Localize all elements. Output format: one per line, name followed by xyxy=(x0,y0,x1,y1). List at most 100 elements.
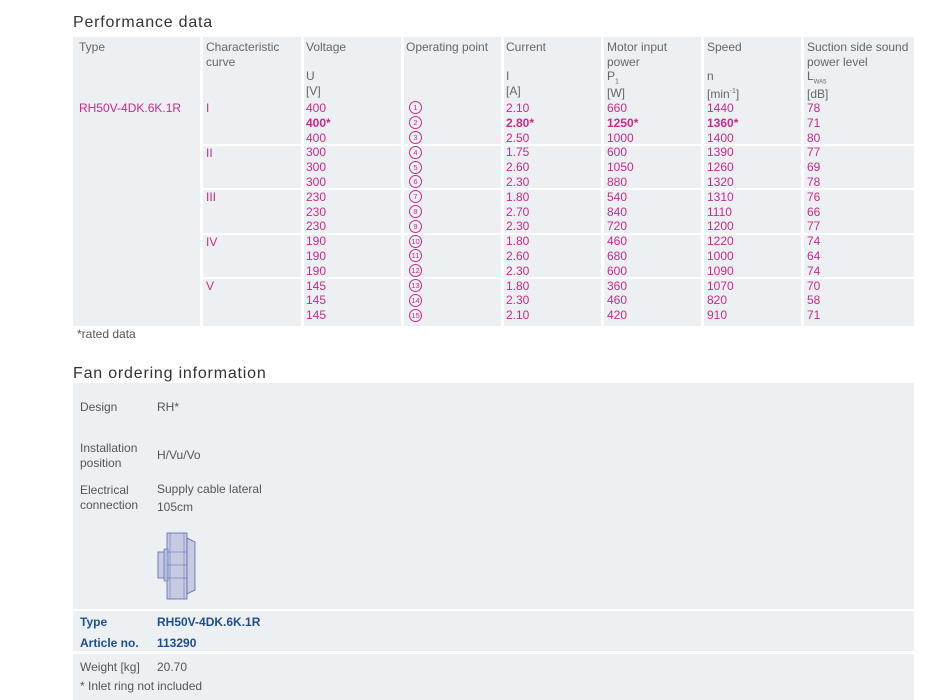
operating-point-cell: 9 xyxy=(409,219,422,234)
current-cell: 2.30 xyxy=(506,293,530,308)
design-label: Design xyxy=(80,400,118,414)
operating-point-cell: 13 xyxy=(409,278,422,294)
operating-point-circle: 11 xyxy=(409,249,422,263)
motor-power-cell: 720 xyxy=(607,219,628,234)
group-separator xyxy=(203,144,914,146)
motor-power-cell: 1250* xyxy=(607,115,639,130)
speed-cell: 1400 xyxy=(707,130,734,145)
operating-point-circle: 15 xyxy=(409,308,422,322)
design-value: RH* xyxy=(157,400,180,414)
column-separator xyxy=(401,37,404,326)
sound-cell: 77 xyxy=(807,219,821,234)
current-cell: 2.10 xyxy=(506,308,530,323)
electrical-value: Supply cable lateral 105cm xyxy=(157,482,262,514)
sound-cell: 71 xyxy=(807,308,821,323)
current-cell: 2.60 xyxy=(506,249,530,263)
sound-cell: 64 xyxy=(807,249,821,263)
sound-cell: 77 xyxy=(807,145,821,160)
sound-cell: 78 xyxy=(807,101,821,115)
speed-cell: 1220 xyxy=(707,234,734,249)
performance-table: Type Characteristic curve Voltage Operati… xyxy=(73,37,914,326)
speed-cell: 1360* xyxy=(707,115,739,130)
motor-power-cell: 420 xyxy=(607,308,628,323)
article-label: Article no. xyxy=(80,636,139,650)
curve-label: I xyxy=(206,101,210,115)
current-cell: 2.80* xyxy=(506,115,535,130)
operating-point-circle: 6 xyxy=(409,175,422,189)
current-cell: 2.50 xyxy=(506,130,530,145)
weight-value: 20.70 xyxy=(157,660,188,674)
voltage-cell: 190 xyxy=(306,249,327,263)
operating-point-cell: 14 xyxy=(409,293,422,308)
voltage-cell: 400* xyxy=(306,115,331,130)
motor-power-cell: 540 xyxy=(607,189,628,204)
motor-power-cell: 460 xyxy=(607,293,628,308)
unit-motor-power: P1 [W] xyxy=(607,69,625,101)
speed-cell: 1320 xyxy=(707,175,734,189)
operating-point-cell: 5 xyxy=(409,160,422,175)
current-cell: 1.80 xyxy=(506,189,530,204)
sound-cell: 71 xyxy=(807,115,821,130)
sound-cell: 70 xyxy=(807,278,821,293)
operating-point-cell: 2 xyxy=(409,116,422,131)
speed-cell: 820 xyxy=(707,293,728,308)
speed-cell: 1000 xyxy=(707,249,734,263)
ordering-info-panel: Design RH* Installation position H/Vu/Vo … xyxy=(73,383,914,700)
sound-cell: 66 xyxy=(807,204,821,219)
header-voltage: Voltage xyxy=(306,40,347,54)
sound-cell: 58 xyxy=(807,293,821,308)
group-separator xyxy=(203,277,914,279)
voltage-cell: 190 xyxy=(306,234,327,249)
operating-point-circle: 10 xyxy=(409,234,422,248)
operating-point-circle: 7 xyxy=(409,190,422,204)
header-type: Type xyxy=(79,40,106,54)
operating-point-circle: 9 xyxy=(409,219,422,233)
motor-power-cell: 680 xyxy=(607,249,628,263)
group-separator xyxy=(203,188,914,190)
current-cell: 2.70 xyxy=(506,204,530,219)
voltage-cell: 230 xyxy=(306,219,327,234)
sound-cell: 78 xyxy=(807,175,821,189)
curve-label: V xyxy=(206,279,215,293)
column-separator xyxy=(601,37,604,326)
voltage-cell: 145 xyxy=(306,308,327,323)
voltage-cell: 300 xyxy=(306,160,327,175)
sound-cell: 69 xyxy=(807,160,821,175)
voltage-cell: 145 xyxy=(306,293,327,308)
current-cell: 2.30 xyxy=(506,175,530,189)
header-sound: Suction side sound power level xyxy=(807,40,909,69)
operating-point-circle: 8 xyxy=(409,204,422,218)
current-cell: 2.10 xyxy=(506,101,530,115)
speed-cell: 1390 xyxy=(707,145,734,160)
operating-point-cell: 11 xyxy=(409,249,422,264)
current-cell: 1.75 xyxy=(506,145,530,160)
group-separator xyxy=(203,233,914,235)
voltage-cell: 145 xyxy=(306,278,327,293)
speed-cell: 1070 xyxy=(707,278,734,293)
current-cell: 1.80 xyxy=(506,234,530,249)
divider xyxy=(73,609,914,611)
motor-power-cell: 1000 xyxy=(607,130,634,145)
operating-point-circle: 1 xyxy=(409,101,422,115)
motor-power-cell: 600 xyxy=(607,263,628,278)
header-motor-power: Motor input power xyxy=(607,40,668,69)
speed-cell: 1200 xyxy=(707,219,734,234)
voltage-cell: 230 xyxy=(306,189,327,204)
motor-power-cell: 880 xyxy=(607,175,628,189)
article-value: 113290 xyxy=(157,636,197,650)
curve-label: II xyxy=(206,146,213,160)
voltage-cell: 300 xyxy=(306,145,327,160)
motor-power-cell: 660 xyxy=(607,101,628,115)
sound-cell: 80 xyxy=(807,130,821,145)
rated-data-note: *rated data xyxy=(77,327,136,341)
header-current: Current xyxy=(506,40,547,54)
operating-point-circle: 5 xyxy=(409,160,422,174)
column-separator xyxy=(301,37,304,326)
unit-voltage: U [V] xyxy=(306,69,321,98)
motor-power-cell: 840 xyxy=(607,204,628,219)
speed-cell: 910 xyxy=(707,308,728,323)
voltage-cell: 300 xyxy=(306,175,327,189)
operating-point-cell: 8 xyxy=(409,204,422,220)
sound-cell: 76 xyxy=(807,189,821,204)
type-value: RH50V-4DK.6K.1R xyxy=(79,101,182,115)
